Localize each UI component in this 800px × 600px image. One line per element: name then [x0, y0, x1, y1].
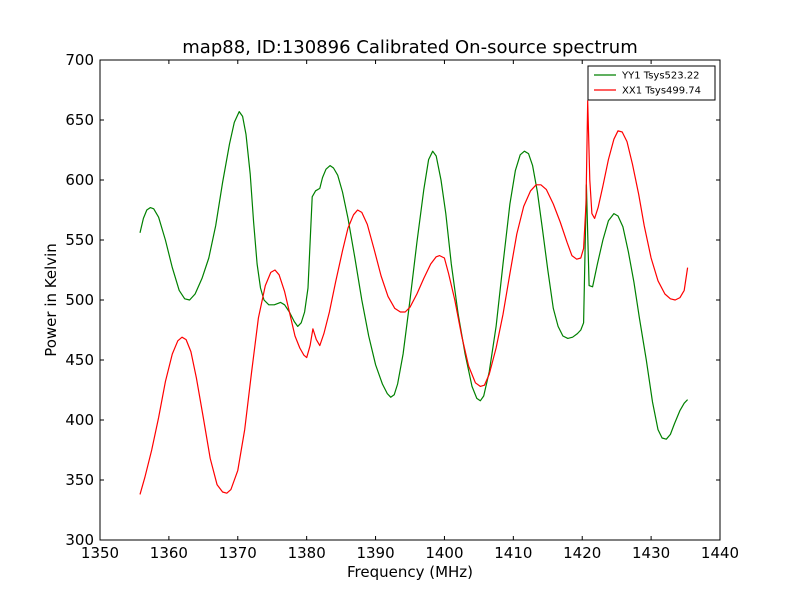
series-layer: [139, 100, 689, 495]
x-tick-label: 1390: [356, 544, 394, 562]
x-tick-label: 1370: [219, 544, 257, 562]
chart-title: map88, ID:130896 Calibrated On-source sp…: [182, 37, 637, 58]
y-tick-label: 650: [65, 111, 94, 129]
y-tick-label: 600: [65, 171, 94, 189]
legend-label-1: XX1 Tsys499.74: [622, 86, 701, 97]
x-axis-label: Frequency (MHz): [347, 563, 473, 581]
x-tick-label: 1380: [288, 544, 326, 562]
y-tick-label: 450: [65, 351, 94, 369]
series-line-1: [139, 100, 689, 495]
legend-label-0: YY1 Tsys523.22: [621, 71, 700, 82]
y-tick-label: 400: [65, 411, 94, 429]
legend: YY1 Tsys523.22 XX1 Tsys499.74: [587, 65, 716, 101]
x-tick-label: 1360: [150, 544, 188, 562]
y-tick-label: 550: [65, 231, 94, 249]
x-tick-label: 1410: [494, 544, 532, 562]
ticks-layer: 1350 1360 1370 1380 1390 1400 1410 1420 1430 1440…: [65, 51, 739, 562]
x-tick-label: 1440: [701, 544, 739, 562]
x-tick-label: 1420: [563, 544, 601, 562]
y-tick-label: 500: [65, 291, 94, 309]
y-tick-label: 350: [65, 471, 94, 489]
x-tick-label: 1430: [632, 544, 670, 562]
x-tick-label: 1350: [81, 544, 119, 562]
y-tick-label: 300: [65, 531, 94, 549]
legend-box: [587, 65, 716, 101]
y-tick-label: 700: [65, 51, 94, 69]
x-tick-label: 1400: [425, 544, 463, 562]
series-line-0: [139, 111, 689, 440]
y-axis-label: Power in Kelvin: [42, 243, 60, 357]
